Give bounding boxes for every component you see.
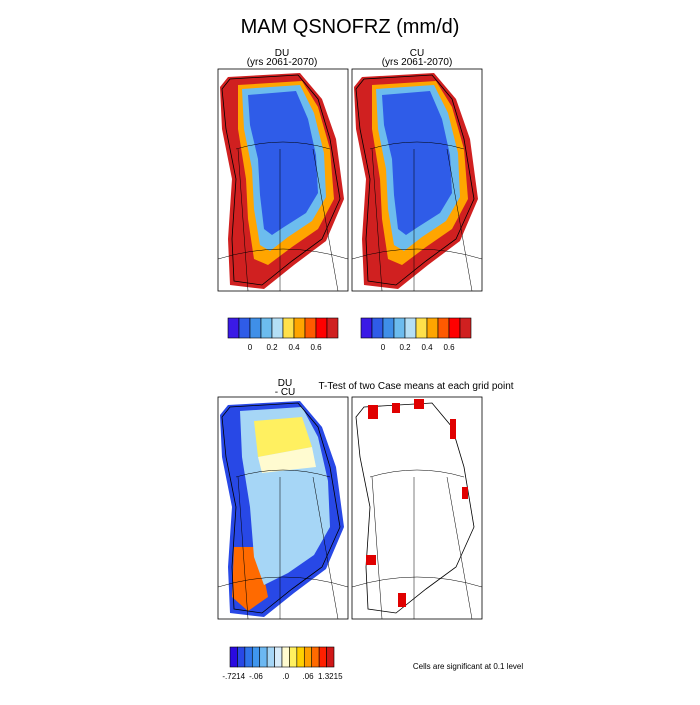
colorbar-label: 0 bbox=[248, 343, 253, 352]
colorbar-label: 0.4 bbox=[288, 343, 300, 352]
colorbar-box bbox=[415, 317, 428, 339]
colorbar-box bbox=[311, 646, 320, 668]
colorbar: 0 0.2 0.4 0.6 bbox=[360, 317, 472, 352]
colorbar-box bbox=[382, 317, 395, 339]
colorbar-box bbox=[437, 317, 450, 339]
colorbar-box bbox=[229, 646, 238, 668]
colorbar-label: 0.6 bbox=[310, 343, 322, 352]
colorbar-box bbox=[296, 646, 305, 668]
map-panel bbox=[217, 396, 349, 620]
colorbar-box bbox=[426, 317, 439, 339]
colorbar-box bbox=[237, 646, 246, 668]
colorbar-box bbox=[315, 317, 328, 339]
colorbar-label: 0 bbox=[381, 343, 386, 352]
colorbar-box bbox=[274, 646, 283, 668]
note: Cells are significant at 0.1 level bbox=[413, 662, 524, 671]
colorbar-label: .06 bbox=[302, 672, 314, 681]
panel-subtitle: - CU bbox=[275, 387, 296, 398]
colorbar-box bbox=[251, 646, 261, 668]
colorbar-label: 0.2 bbox=[266, 343, 278, 352]
colorbar-box bbox=[326, 646, 335, 668]
colorbar-box bbox=[393, 317, 406, 339]
colorbar-label: 0.6 bbox=[443, 343, 455, 352]
panel-title: DU bbox=[278, 378, 292, 389]
map-panel bbox=[351, 396, 483, 620]
colorbar-box bbox=[326, 317, 339, 339]
colorbar-box bbox=[303, 646, 313, 668]
panel-subtitle: (yrs 2061-2070) bbox=[382, 57, 453, 68]
colorbar: -.7214 -.06 .0 .06 1.3215 bbox=[222, 646, 343, 681]
colorbar-box bbox=[227, 317, 240, 339]
colorbar-box bbox=[244, 646, 253, 668]
colorbar-box bbox=[260, 317, 273, 339]
colorbar-box bbox=[266, 646, 275, 668]
colorbar: 0 0.2 0.4 0.6 bbox=[227, 317, 339, 352]
panel-title: T-Test of two Case means at each grid po… bbox=[318, 381, 513, 392]
colorbar-box bbox=[459, 317, 472, 339]
colorbar-box bbox=[371, 317, 384, 339]
colorbar-box bbox=[289, 646, 298, 668]
colorbar-box bbox=[304, 317, 317, 339]
colorbar-label: -.7214 bbox=[222, 672, 245, 681]
colorbar-box bbox=[293, 317, 306, 339]
colorbar-box bbox=[282, 317, 295, 339]
panel-title: CU bbox=[410, 48, 424, 59]
colorbar-box bbox=[238, 317, 251, 339]
colorbar-box bbox=[249, 317, 262, 339]
colorbar-label: 0.2 bbox=[399, 343, 411, 352]
panel-title: DU bbox=[275, 48, 289, 59]
colorbar-box bbox=[448, 317, 461, 339]
colorbar-box bbox=[318, 646, 327, 668]
colorbar-label: .0 bbox=[282, 672, 289, 681]
map-panel bbox=[351, 68, 483, 292]
colorbar-label: 0.4 bbox=[421, 343, 433, 352]
colorbar-box bbox=[259, 646, 268, 668]
colorbar-label: 1.3215 bbox=[318, 672, 343, 681]
panel-subtitle: (yrs 2061-2070) bbox=[247, 57, 318, 68]
colorbar-box bbox=[404, 317, 417, 339]
colorbar-box bbox=[281, 646, 290, 668]
figure-title: MAM QSNOFRZ (mm/d) bbox=[241, 16, 460, 38]
colorbar-label: -.06 bbox=[249, 672, 263, 681]
colorbar-box bbox=[271, 317, 284, 339]
colorbar-box bbox=[360, 317, 373, 339]
map-panel bbox=[217, 68, 349, 292]
